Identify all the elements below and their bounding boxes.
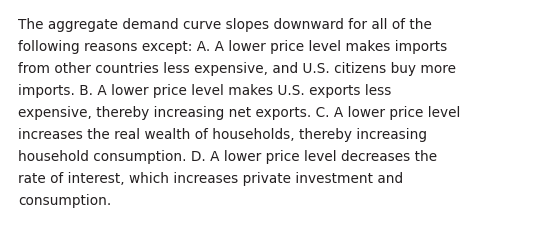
Text: increases the real wealth of households, thereby increasing: increases the real wealth of households,… bbox=[18, 128, 427, 141]
Text: expensive, thereby increasing net exports. C. A lower price level: expensive, thereby increasing net export… bbox=[18, 106, 460, 120]
Text: rate of interest, which increases private investment and: rate of interest, which increases privat… bbox=[18, 171, 403, 185]
Text: following reasons except: A. A lower price level makes imports: following reasons except: A. A lower pri… bbox=[18, 40, 448, 54]
Text: household consumption. D. A lower price level decreases the: household consumption. D. A lower price … bbox=[18, 149, 437, 163]
Text: consumption.: consumption. bbox=[18, 193, 111, 207]
Text: The aggregate demand curve slopes downward for all of the: The aggregate demand curve slopes downwa… bbox=[18, 18, 432, 32]
Text: imports. B. A lower price level makes U.S. exports less: imports. B. A lower price level makes U.… bbox=[18, 84, 391, 98]
Text: from other countries less expensive, and U.S. citizens buy more: from other countries less expensive, and… bbox=[18, 62, 456, 76]
